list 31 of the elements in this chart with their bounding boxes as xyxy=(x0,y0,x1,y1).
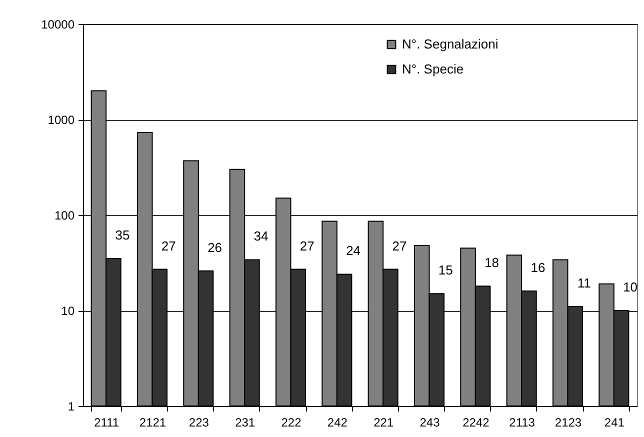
data-label: 34 xyxy=(254,228,268,244)
data-label: 18 xyxy=(484,255,500,270)
data-label: 10 xyxy=(623,280,638,294)
x-tick-label: 222 xyxy=(281,416,302,430)
data-label: 27 xyxy=(392,238,407,254)
x-tick-label: 2111 xyxy=(94,416,120,430)
data-label: 27 xyxy=(161,238,176,254)
x-tick-label: 231 xyxy=(235,416,256,430)
data-label: 35 xyxy=(115,228,130,243)
x-tick-label: 2242 xyxy=(462,416,490,430)
x-tick-label: 2123 xyxy=(554,416,582,430)
data-label: 26 xyxy=(208,240,222,255)
data-label: 11 xyxy=(577,276,591,291)
x-tick-label: 2113 xyxy=(509,416,536,430)
x-tick-label: 241 xyxy=(604,416,625,430)
y-tick-label: 1000 xyxy=(48,113,75,127)
y-tick-label: 1 xyxy=(68,400,75,414)
legend-label: N°. Segnalazioni xyxy=(402,36,498,52)
data-label: 27 xyxy=(300,238,314,254)
legend-label: N°. Specie xyxy=(402,62,464,76)
x-tick-label: 243 xyxy=(420,416,440,430)
data-label: 15 xyxy=(438,262,453,278)
y-tick-label: 100 xyxy=(54,208,75,222)
x-tick-label: 242 xyxy=(327,416,348,430)
x-tick-label: 2121 xyxy=(139,416,166,430)
x-tick-label: 223 xyxy=(188,416,210,430)
data-label: 24 xyxy=(346,243,361,258)
x-tick-label: 221 xyxy=(374,416,394,430)
y-tick-label: 10000 xyxy=(41,18,75,32)
y-tick-label: 10 xyxy=(61,304,75,318)
data-label: 16 xyxy=(530,260,546,276)
